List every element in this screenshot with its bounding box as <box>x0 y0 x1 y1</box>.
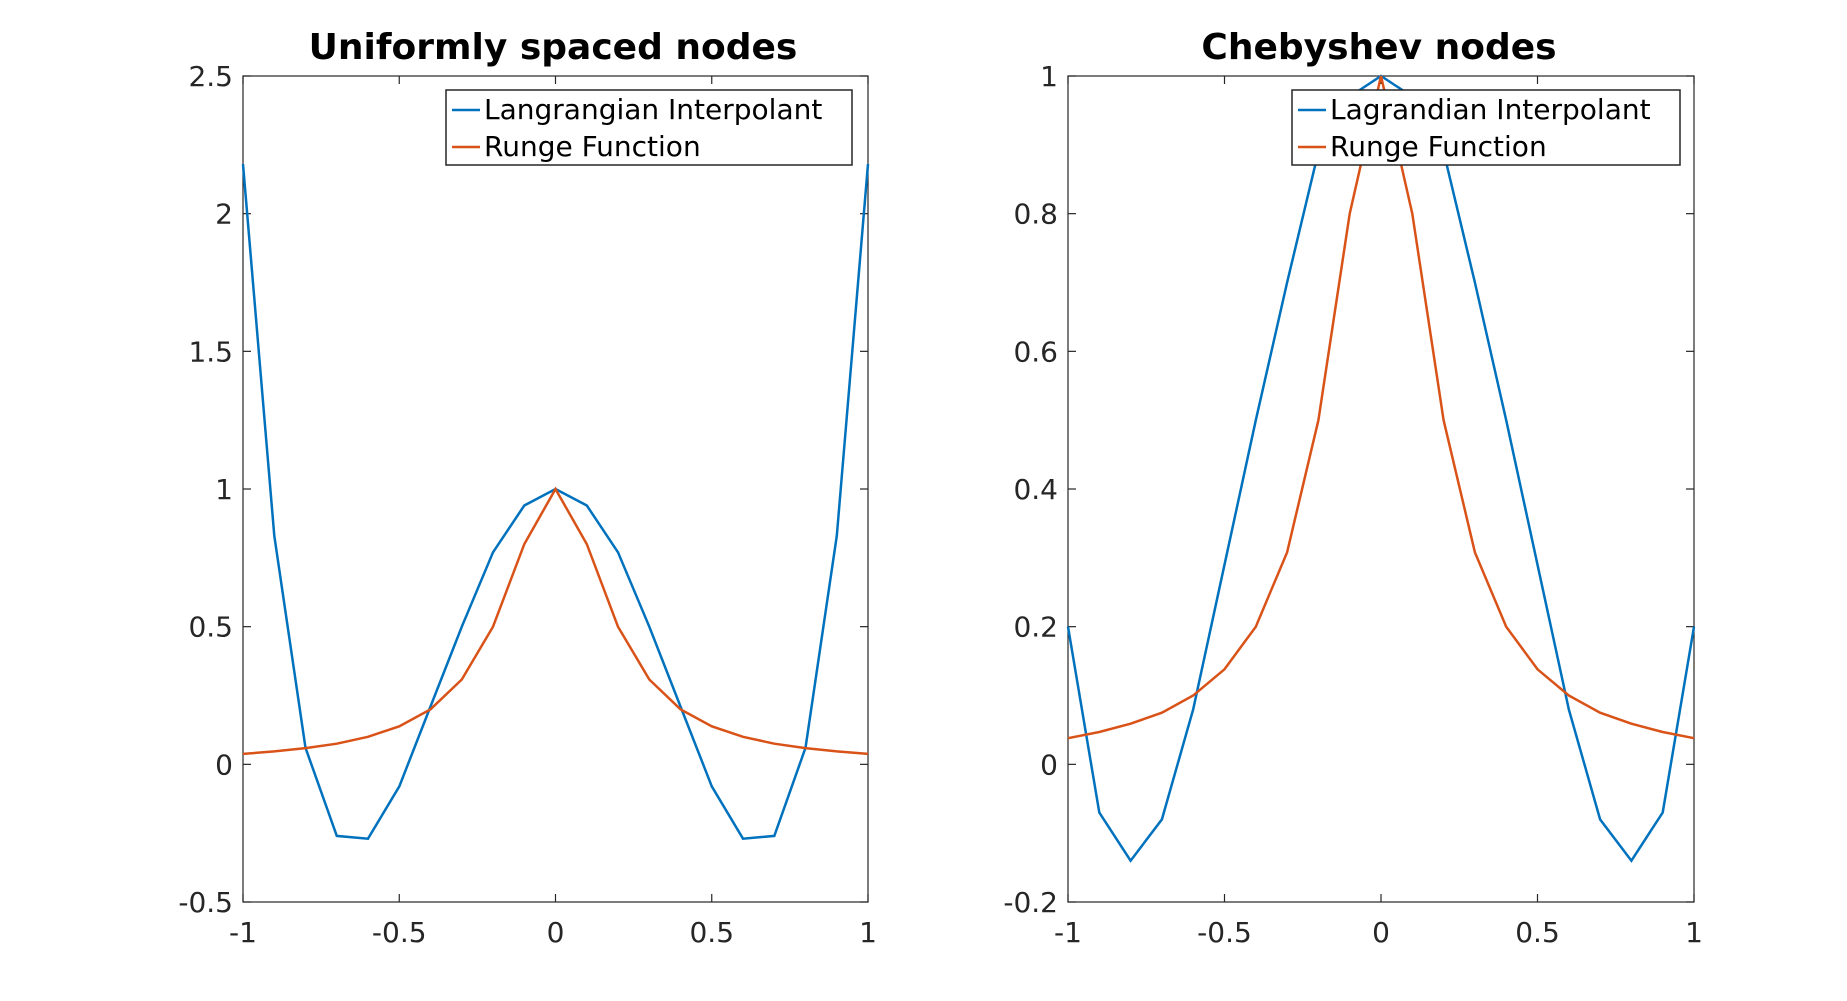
y-tick-label: 0 <box>215 748 233 781</box>
series-line-runge <box>242 486 869 756</box>
x-tick-label: -1 <box>1054 916 1082 949</box>
legend-box <box>1291 89 1681 166</box>
plot-title: Chebyshev nodes <box>1201 27 1556 68</box>
x-tick-label: 1 <box>859 916 877 949</box>
y-tick-label: 0.4 <box>1013 473 1058 506</box>
y-tick-label: -0.2 <box>1003 886 1058 919</box>
plot-title: Uniformly spaced nodes <box>309 27 798 68</box>
legend: Langrangian Interpolant Runge Function <box>445 89 853 166</box>
y-tick-label: 2 <box>215 198 233 231</box>
x-tick-label: 0 <box>547 916 565 949</box>
x-tick-label: 1 <box>1685 916 1703 949</box>
y-tick-label: 2.5 <box>188 60 233 93</box>
x-tick-label: 0.5 <box>689 916 734 949</box>
y-tick-label: 1 <box>1040 60 1058 93</box>
y-tick-label: 0.5 <box>188 611 233 644</box>
legend-label-interpolant: Langrangian Interpolant <box>484 93 822 126</box>
plot-area: -1 -0.5 0 0.5 1-0.500.511.522.5 <box>178 60 877 949</box>
legend: Lagrandian Interpolant Runge Function <box>1291 89 1681 166</box>
legend-box <box>445 89 853 166</box>
y-tick-label: 0 <box>1040 748 1058 781</box>
x-tick-label: 0 <box>1372 916 1390 949</box>
x-tick-label: -1 <box>229 916 257 949</box>
y-tick-label: -0.5 <box>178 886 233 919</box>
chebyshev-nodes-plot: Chebyshev nodes -1 -0.5 0 0.5 1 -0.2 0 0.2 0.4 0.… <box>1003 27 1703 949</box>
y-tick-label: 0.8 <box>1013 198 1058 231</box>
y-tick-label: 0.2 <box>1013 611 1058 644</box>
uniform-nodes-plot: Uniformly spaced nodes -1 -0.5 0 0.5 1-0.500… <box>178 27 877 949</box>
legend-label-runge: Runge Function <box>484 130 701 163</box>
legend-label-runge: Runge Function <box>1330 130 1547 163</box>
y-tick-label: 1.5 <box>188 335 233 368</box>
y-tick-label: 0.6 <box>1013 335 1058 368</box>
plot-area: -1 -0.5 0 0.5 1 -0.2 0 0.2 0.4 0.6 0.8 1 <box>1003 60 1703 949</box>
legend-label-interpolant: Lagrandian Interpolant <box>1330 93 1651 126</box>
x-tick-label: -0.5 <box>1197 916 1252 949</box>
series-line-runge <box>1067 75 1695 740</box>
x-tick-label: -0.5 <box>372 916 427 949</box>
y-tick-label: 1 <box>215 473 233 506</box>
x-tick-label: 0.5 <box>1515 916 1560 949</box>
